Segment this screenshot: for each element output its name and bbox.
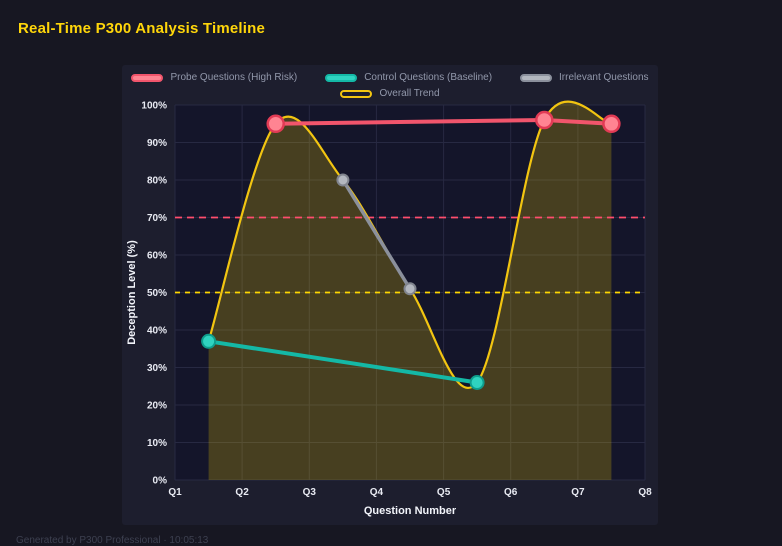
point-probe-1[interactable] [535, 110, 554, 130]
y-tick-label: 80% [147, 176, 167, 187]
x-tick-label: Q6 [504, 487, 518, 498]
x-tick-label: Q4 [370, 487, 384, 498]
y-tick-label: 10% [147, 438, 167, 449]
legend-label-control: Control Questions (Baseline) [364, 72, 493, 83]
y-tick-label: 0% [153, 476, 168, 487]
page-title: Real-Time P300 Analysis Timeline [18, 20, 266, 37]
point-control-1[interactable] [469, 375, 485, 390]
x-tick-label: Q5 [437, 487, 451, 498]
y-tick-label: 100% [141, 101, 167, 112]
legend-label-irrelevant: Irrelevant Questions [559, 72, 649, 83]
legend-swatch-probe [131, 73, 164, 82]
legend-row: Overall Trend [340, 88, 440, 99]
series-line-irrelevant [341, 178, 412, 291]
x-tick-label: Q2 [235, 487, 249, 498]
legend-label-overall: Overall Trend [379, 88, 440, 99]
x-tick-label: Q7 [571, 487, 585, 498]
legend-swatch-irrelevant [520, 73, 553, 82]
p300-timeline-chart: 0% 10% 20% 30% 40% 50% 60% 70% 80% 90% 100% Q1 Q2 Q3 Q… [126, 101, 652, 518]
legend-row: Probe Questions (High Risk) Control Quest… [131, 72, 649, 83]
point-probe-2[interactable] [602, 114, 621, 134]
point-irrelevant-0[interactable] [336, 173, 350, 187]
point-probe-0[interactable] [266, 114, 285, 134]
y-tick-label: 20% [147, 401, 167, 412]
y-tick-label: 30% [147, 363, 167, 374]
gridlines [174, 104, 646, 481]
chart-legend: Probe Questions (High Risk) Control Quest… [122, 72, 658, 99]
x-tick-label: Q8 [638, 487, 652, 498]
legend-swatch-overall [340, 89, 373, 98]
point-irrelevant-1[interactable] [403, 282, 417, 296]
y-tick-label: 70% [147, 213, 167, 224]
x-tick-label: Q1 [168, 487, 182, 498]
x-axis-title: Question Number [364, 505, 457, 517]
footer-note: Generated by P300 Professional · 10:05:1… [16, 535, 209, 546]
legend-swatch-control [325, 73, 358, 82]
y-tick-label: 40% [147, 326, 167, 337]
point-control-0[interactable] [201, 333, 217, 349]
y-tick-label: 50% [147, 288, 167, 299]
legend-item-control[interactable]: Control Questions (Baseline) [325, 72, 492, 83]
legend-label-probe: Probe Questions (High Risk) [170, 72, 298, 83]
y-axis-title: Deception Level (%) [126, 240, 138, 345]
legend-item-overall[interactable]: Overall Trend [340, 88, 440, 99]
y-tick-label: 60% [147, 251, 167, 262]
legend-item-probe[interactable]: Probe Questions (High Risk) [131, 72, 297, 83]
chart-panel: Probe Questions (High Risk) Control Quest… [122, 65, 658, 525]
y-tick-label: 90% [147, 138, 167, 149]
legend-item-irrelevant[interactable]: Irrelevant Questions [520, 72, 649, 83]
x-tick-label: Q3 [303, 487, 317, 498]
series-line-control [206, 339, 480, 385]
